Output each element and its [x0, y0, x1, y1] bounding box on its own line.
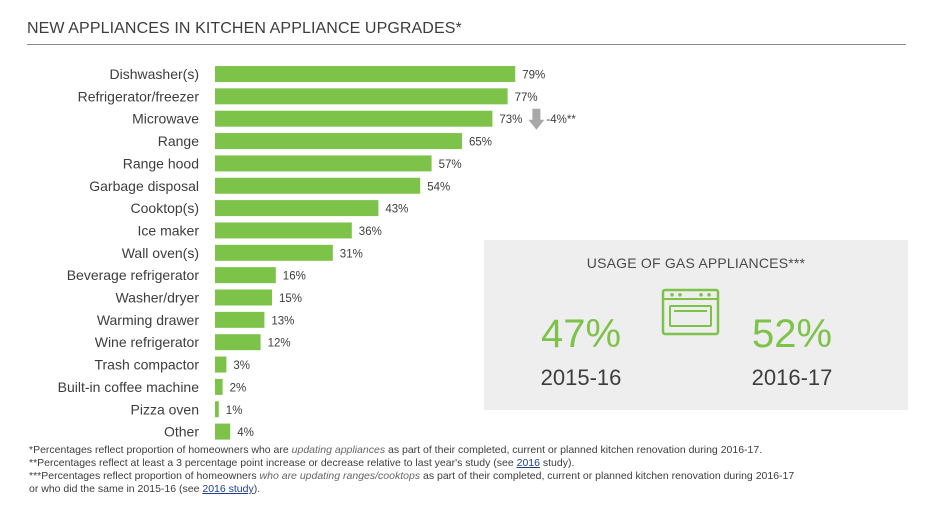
- bar-ice-maker: [215, 222, 352, 239]
- category-label-range-hood: Range hood: [123, 155, 199, 171]
- category-label-refrigerator-freezer: Refrigerator/freezer: [78, 88, 200, 104]
- footnote-1-suffix: as part of their completed, current or p…: [385, 444, 763, 456]
- bar-microwave: [215, 110, 493, 127]
- footnote-3-text: ***Percentages reflect proportion of hom…: [29, 470, 260, 482]
- footnote-1-text: *Percentages reflect proportion of homeo…: [29, 444, 292, 456]
- value-label-garbage-disposal: 54%: [427, 181, 450, 193]
- footnote-3-link[interactable]: 2016 study: [202, 483, 254, 495]
- footnote-3-line2-suffix: ).: [253, 483, 261, 495]
- bar-beverage-refrigerator: [215, 267, 276, 284]
- value-label-wine-refrigerator: 12%: [268, 338, 291, 350]
- value-label-washer-dryer: 15%: [279, 293, 302, 305]
- bar-wine-refrigerator: [215, 334, 261, 351]
- bar-dishwasher-s: [215, 66, 516, 82]
- footnote-3-emphasis: who are updating ranges/cooktops: [259, 470, 421, 482]
- bar-built-in-coffee-machine: [215, 378, 223, 395]
- value-label-microwave: 73%: [499, 114, 522, 126]
- category-label-wine-refrigerator: Wine refrigerator: [95, 334, 200, 350]
- gas-year-2016-17: 2016-17: [751, 365, 833, 390]
- gas-usage-panel: USAGE OF GAS APPLIANCES*** 47% 2015-16 5…: [484, 240, 908, 410]
- footnote-1-emphasis: updating appliances: [291, 444, 386, 456]
- gas-year-2015-16: 2015-16: [540, 365, 622, 390]
- footnote-3: ***Percentages reflect proportion of hom…: [29, 470, 909, 483]
- bar-warming-drawer: [215, 311, 265, 328]
- footnote-2-suffix: study).: [539, 457, 575, 469]
- footnote-3-line-2: or who did the same in 2015-16 (see 2016…: [29, 483, 909, 496]
- value-label-warming-drawer: 13%: [271, 315, 294, 327]
- gas-panel-title: USAGE OF GAS APPLIANCES***: [586, 255, 806, 271]
- change-annotation-microwave: -4%**: [546, 114, 576, 126]
- category-label-cooktop-s: Cooktop(s): [131, 200, 199, 216]
- oven-icon: [661, 288, 720, 336]
- value-label-dishwasher-s: 79%: [522, 70, 545, 82]
- bar-pizza-oven: [215, 401, 219, 418]
- category-label-beverage-refrigerator: Beverage refrigerator: [67, 267, 200, 283]
- category-label-warming-drawer: Warming drawer: [97, 312, 200, 328]
- title-divider: [27, 44, 906, 45]
- value-label-cooktop-s: 43%: [385, 204, 408, 216]
- bar-refrigerator-freezer: [215, 88, 508, 105]
- down-arrow-icon: [528, 108, 545, 130]
- bar-wall-oven-s: [215, 244, 333, 261]
- category-label-wall-oven-s: Wall oven(s): [122, 245, 199, 261]
- bar-trash-compactor: [215, 356, 227, 373]
- footnote-2-text: **Percentages reflect at least a 3 perce…: [29, 457, 517, 469]
- value-label-ice-maker: 36%: [359, 226, 382, 238]
- category-label-built-in-coffee-machine: Built-in coffee machine: [58, 379, 200, 395]
- bar-range-hood: [215, 155, 432, 172]
- bar-cooktop-s: [215, 200, 379, 217]
- value-label-trash-compactor: 3%: [233, 360, 250, 372]
- footnotes: *Percentages reflect proportion of homeo…: [29, 444, 909, 496]
- category-label-trash-compactor: Trash compactor: [94, 357, 199, 373]
- footnote-2-link[interactable]: 2016: [516, 457, 540, 469]
- value-label-range-hood: 57%: [439, 159, 462, 171]
- category-label-range: Range: [158, 133, 199, 149]
- footnote-1: *Percentages reflect proportion of homeo…: [29, 444, 909, 457]
- category-label-garbage-disposal: Garbage disposal: [89, 178, 199, 194]
- category-label-washer-dryer: Washer/dryer: [115, 290, 199, 306]
- bar-garbage-disposal: [215, 177, 421, 194]
- gas-percent-2016-17: 52%: [751, 312, 833, 356]
- value-label-other: 4%: [237, 427, 254, 439]
- gas-percent-2015-16: 47%: [540, 312, 622, 356]
- bar-other: [215, 423, 231, 440]
- category-label-pizza-oven: Pizza oven: [131, 401, 199, 417]
- value-label-built-in-coffee-machine: 2%: [230, 382, 247, 394]
- chart-title: NEW APPLIANCES IN KITCHEN APPLIANCE UPGR…: [27, 20, 462, 37]
- value-label-pizza-oven: 1%: [226, 405, 243, 417]
- footnote-3-line2-text: or who did the same in 2015-16 (see: [29, 483, 203, 495]
- bar-range: [215, 133, 462, 150]
- value-label-wall-oven-s: 31%: [340, 248, 363, 260]
- bar-washer-dryer: [215, 289, 272, 306]
- footnote-2: **Percentages reflect at least a 3 perce…: [29, 457, 909, 470]
- value-label-beverage-refrigerator: 16%: [283, 271, 306, 283]
- category-label-microwave: Microwave: [132, 111, 199, 127]
- value-label-range: 65%: [469, 137, 492, 149]
- category-label-ice-maker: Ice maker: [138, 222, 200, 238]
- category-label-dishwasher-s: Dishwasher(s): [110, 66, 199, 82]
- footnote-3-suffix: as part of their completed, current or p…: [420, 470, 795, 482]
- category-label-other: Other: [164, 424, 199, 440]
- value-label-refrigerator-freezer: 77%: [515, 92, 538, 104]
